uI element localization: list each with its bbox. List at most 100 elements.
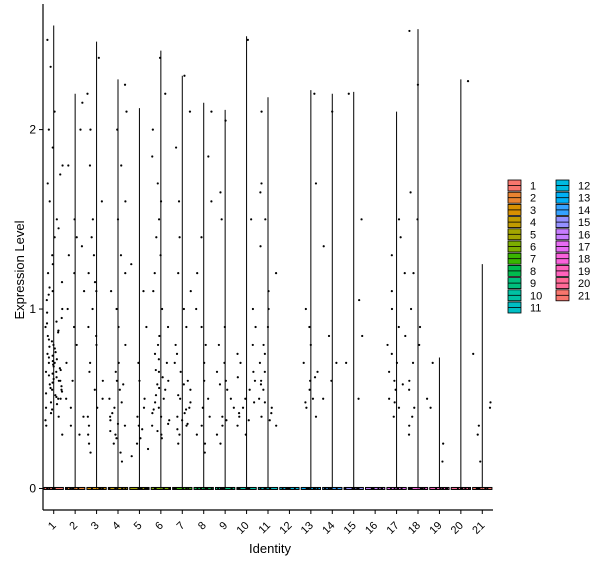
data-point-3 [95,343,98,347]
data-point-1 [55,395,58,399]
data-point-1 [54,394,57,397]
data-point-17 [395,361,399,364]
data-point-6 [157,218,161,221]
data-point-2 [82,415,85,418]
data-point-1 [46,38,49,41]
x-tick-label-11: 11 [257,520,274,537]
data-point-8 [196,272,199,275]
data-point-11 [263,370,266,373]
data-point-6 [158,56,162,59]
data-point-10 [250,218,253,221]
data-point-1 [53,110,56,113]
data-point-8 [203,451,206,454]
data-point-4 [116,128,119,131]
data-point-6 [157,370,161,373]
data-point-1 [51,381,54,384]
data-point-4 [114,370,117,373]
data-point-11 [268,419,271,422]
data-point-6 [151,155,154,158]
data-point-1 [58,367,61,370]
data-point-1 [46,334,49,338]
data-point-1 [48,286,51,289]
data-point-18 [408,424,411,427]
data-point-17 [401,383,404,386]
point-zero-10 [237,487,240,490]
data-point-6 [161,376,164,379]
data-point-7 [189,401,192,404]
data-point-9 [215,370,219,373]
point-zero-13 [305,487,308,490]
data-point-10 [246,38,249,41]
x-tick-label-21: 21 [470,520,487,537]
data-point-3 [87,424,91,427]
data-point-17 [386,343,389,347]
data-point-1 [44,370,48,373]
data-point-6 [151,128,154,131]
data-point-6 [167,379,170,382]
data-point-17 [399,236,402,239]
data-point-13 [304,307,307,311]
point-zero-16 [372,487,375,490]
data-point-11 [260,415,263,418]
point-zero-16 [370,487,373,490]
data-point-6 [153,272,156,275]
data-point-1 [57,329,60,332]
data-point-18 [408,379,411,382]
x-tick-label-16: 16 [363,520,380,537]
point-zero-3 [90,487,93,490]
data-point-1 [49,386,52,390]
legend-label-7: 7 [530,254,536,266]
data-point-8 [203,379,206,382]
data-point-7 [174,146,178,149]
data-point-7 [176,415,179,418]
data-point-3 [89,361,92,364]
data-point-1 [49,401,53,404]
data-point-7 [179,370,182,373]
data-point-9 [218,383,222,386]
data-point-3 [96,406,99,409]
point-zero-11 [263,487,266,490]
data-point-1 [57,397,60,400]
data-point-7 [177,442,180,445]
data-point-4 [116,218,120,221]
x-tick-label-3: 3 [89,520,102,533]
data-point-13 [311,397,315,400]
data-point-9 [215,433,219,436]
point-zero-4 [114,487,117,490]
data-point-9 [232,406,235,409]
point-zero-21 [486,487,489,490]
data-point-1 [59,397,62,400]
data-point-7 [185,424,188,427]
x-tick-label-19: 19 [427,520,444,537]
data-point-1 [55,320,58,323]
data-point-6 [151,424,154,427]
data-point-15 [360,218,363,221]
data-point-2 [75,236,78,239]
data-point-14 [330,379,333,382]
point-zero-21 [475,487,478,490]
data-point-3 [88,164,92,167]
data-point-1 [59,173,62,176]
data-point-13 [309,343,312,347]
legend-label-11: 11 [530,303,541,315]
data-point-1 [45,298,48,302]
data-point-19 [441,460,444,463]
data-point-9 [223,325,226,329]
data-point-1 [48,345,51,348]
point-zero-4 [124,487,127,490]
data-point-10 [236,376,239,379]
data-point-1 [51,146,54,149]
data-point-7 [189,289,192,293]
data-point-7 [178,236,181,239]
legend-label-17: 17 [578,242,590,254]
point-zero-5 [140,487,143,490]
data-point-1 [53,236,56,239]
data-point-1 [60,390,64,393]
data-point-11 [258,397,261,400]
data-point-1 [48,383,51,386]
legend-label-14: 14 [578,205,590,217]
data-point-6 [158,334,161,338]
data-point-10 [244,433,247,436]
data-point-6 [153,401,157,404]
data-point-4 [123,424,127,427]
